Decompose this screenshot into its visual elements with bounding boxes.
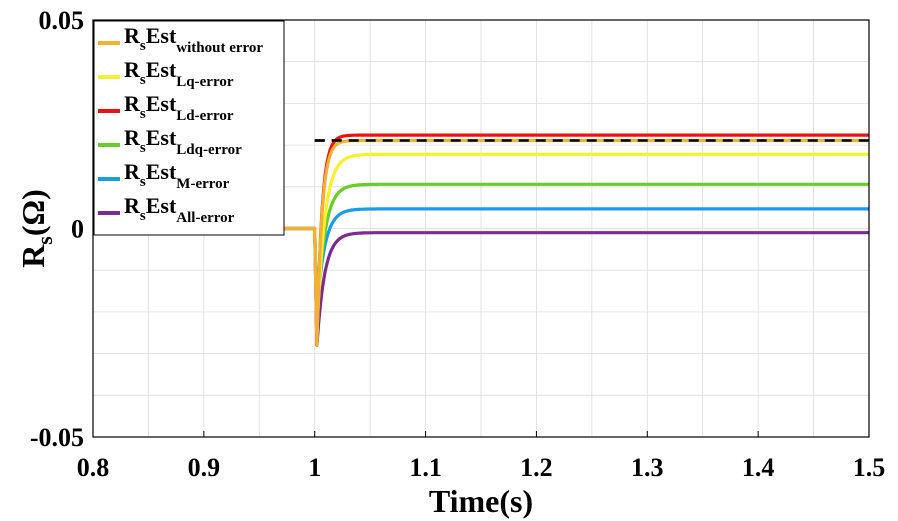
legend-entry: RsEstAll-error xyxy=(124,193,235,226)
legend-entry-sub: s xyxy=(140,72,146,88)
series-group xyxy=(93,133,869,347)
legend-entry-main: R xyxy=(124,125,141,150)
x-axis-label: Time(s) xyxy=(429,483,533,519)
legend-entry-sub: s xyxy=(140,106,146,122)
legend-entry-main2: Est xyxy=(146,91,177,116)
legend-entry-main: R xyxy=(124,91,141,116)
plot-frame xyxy=(92,19,870,438)
legend: RsEstwithout errorRsEstLq-errorRsEstLd-e… xyxy=(93,20,285,236)
series-line-lq-error xyxy=(93,152,869,335)
legend-entry-subscript: All-error xyxy=(176,210,234,226)
legend-entry-main: R xyxy=(124,193,141,218)
y-axis-label-unit: (Ω) xyxy=(15,189,51,236)
series-line-ldq-error xyxy=(93,182,869,322)
legend-entry: RsEstM-error xyxy=(124,159,230,192)
legend-entry-sub: s xyxy=(140,174,146,190)
legend-entry-sub: s xyxy=(140,208,146,224)
x-tick-labels: 0.8 0.9 1 1.1 1.2 1.3 1.4 1.5 xyxy=(77,431,886,482)
x-tick-label: 1.3 xyxy=(631,453,664,482)
legend-entry-sub: s xyxy=(140,38,146,54)
legend-entry-main: R xyxy=(124,57,141,82)
legend-entry: RsEstLdq-error xyxy=(124,125,242,158)
legend-entry-main2: Est xyxy=(146,193,177,218)
legend-entry-main2: Est xyxy=(146,125,177,150)
legend-entry-sub: s xyxy=(140,140,146,156)
legend-entry-main2: Est xyxy=(146,23,177,48)
legend-entry-subscript: Ldq-error xyxy=(176,142,242,158)
x-tick-label: 1 xyxy=(308,453,321,482)
y-axis-label-sub: s xyxy=(32,236,57,245)
y-tick-label: 0 xyxy=(71,215,84,244)
legend-entry-main: R xyxy=(124,23,141,48)
legend-box xyxy=(93,20,285,236)
legend-entry-subscript: Ld-error xyxy=(176,108,234,124)
legend-entry-main2: Est xyxy=(146,57,177,82)
x-tick-label: 1.1 xyxy=(409,453,442,482)
y-tick-labels: -0.05 0 0.05 xyxy=(30,6,84,452)
x-tick-label: 1.4 xyxy=(742,453,775,482)
legend-entry: RsEstwithout error xyxy=(124,23,263,56)
y-axis-label: Rs(Ω) xyxy=(15,189,57,268)
x-tick-label: 0.8 xyxy=(77,453,110,482)
series-line-m-error xyxy=(93,207,869,314)
legend-entry-subscript: M-error xyxy=(176,176,229,192)
series-line-all-error xyxy=(93,226,869,347)
legend-entry-subscript: without error xyxy=(176,40,263,56)
legend-entry-main2: Est xyxy=(146,159,177,184)
legend-entry: RsEstLd-error xyxy=(124,91,234,124)
y-tick-label: 0.05 xyxy=(39,6,85,35)
y-axis-label-main: R xyxy=(15,244,51,268)
x-tick-label: 0.9 xyxy=(188,453,221,482)
legend-entry-subscript: Lq-error xyxy=(176,74,234,90)
y-tick-label: -0.05 xyxy=(30,423,84,452)
x-tick-label: 1.5 xyxy=(853,453,886,482)
series-line-ld-error xyxy=(93,133,869,347)
legend-entry: RsEstLq-error xyxy=(124,57,234,90)
legend-entry-main: R xyxy=(124,159,141,184)
x-tick-label: 1.2 xyxy=(520,453,553,482)
